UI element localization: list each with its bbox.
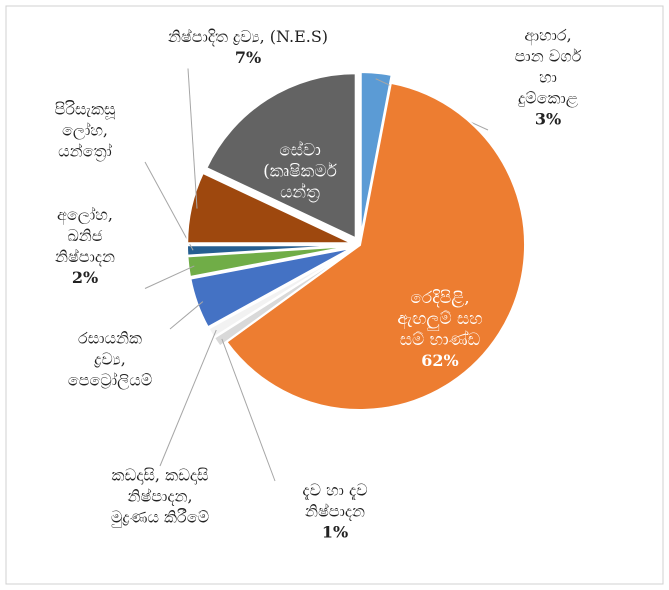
leader-line bbox=[221, 338, 276, 482]
category-label: නිෂ්පාදන bbox=[55, 247, 115, 266]
category-label: යන්ත්‍රෝ bbox=[58, 142, 112, 162]
category-label: ද්‍රව්‍ය, bbox=[94, 350, 126, 369]
leader-line bbox=[144, 265, 195, 289]
category-label: දැව හා දැව bbox=[302, 481, 367, 501]
slice-label: යන්ත්‍ර bbox=[280, 182, 320, 202]
category-label: දුම්කොළ bbox=[518, 89, 578, 109]
category-label: ඛනිජ bbox=[67, 226, 102, 245]
pie-slice bbox=[186, 244, 353, 257]
value-label: 7% bbox=[235, 48, 261, 67]
leader-line bbox=[159, 329, 217, 467]
chart-frame bbox=[5, 5, 664, 585]
slice-label: (කෘෂිකර්ම bbox=[263, 162, 338, 182]
category-label: හා bbox=[539, 68, 557, 87]
category-label: මුද්‍රණය කිරීමේ bbox=[111, 508, 209, 528]
category-label: නිෂ්පාදන, bbox=[127, 487, 192, 506]
category-label: ආහාර, bbox=[524, 26, 571, 46]
leader-line bbox=[169, 301, 204, 330]
category-label: රසායනික bbox=[78, 329, 142, 348]
pie-slice bbox=[189, 246, 353, 329]
slice-label: සේවා bbox=[279, 140, 321, 160]
value-label: 3% bbox=[535, 110, 561, 129]
value-label: 62% bbox=[421, 351, 458, 370]
category-label: පාන වර්ග bbox=[515, 47, 582, 66]
category-label: පෙට්‍රෝලියම් bbox=[68, 371, 153, 391]
category-label: ලෝහ, bbox=[62, 121, 108, 141]
category-label: පිරිසැකසූ bbox=[55, 100, 116, 120]
pie-slice bbox=[225, 81, 526, 411]
slice-label: රෙදිපිළි, bbox=[410, 288, 469, 308]
leader-line bbox=[144, 161, 194, 251]
value-label: 2% bbox=[72, 268, 98, 287]
pie-slice bbox=[207, 248, 354, 339]
category-label: අලෝහ, bbox=[57, 205, 113, 225]
pie-slice bbox=[205, 72, 357, 240]
category-label: නිෂ්පාදිත ද්‍රව්‍ය, (N.E.S) bbox=[168, 27, 328, 46]
category-label: නිෂ්පාදන bbox=[305, 502, 365, 521]
category-label: කඩදාසි, කඩදාසි bbox=[111, 466, 208, 485]
value-label: 1% bbox=[322, 523, 348, 542]
slice-label: සම් භාණ්ඩ bbox=[400, 330, 481, 350]
pie-slice bbox=[186, 171, 353, 245]
slice-label: ඇඟලුම් සහ bbox=[397, 309, 482, 332]
leader-line bbox=[187, 68, 198, 209]
